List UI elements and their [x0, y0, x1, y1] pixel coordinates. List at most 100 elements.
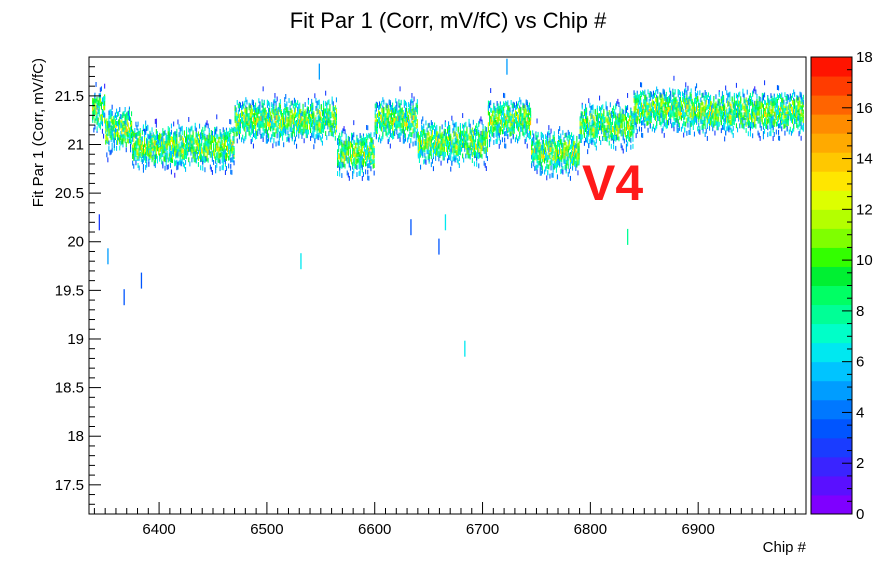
heatmap-cell: [326, 104, 328, 110]
heatmap-cell: [432, 143, 434, 149]
heatmap-cell: [387, 130, 389, 136]
heatmap-cell: [140, 145, 142, 150]
heatmap-cell: [374, 113, 376, 119]
heatmap-cell: [483, 132, 485, 138]
heatmap-cell: [395, 117, 397, 123]
heatmap-cell: [229, 144, 231, 149]
heatmap-cell: [360, 151, 362, 156]
heatmap-cell: [173, 149, 175, 155]
heatmap-cell: [497, 123, 499, 128]
heatmap-cell: [471, 140, 473, 146]
heatmap-cell: [207, 135, 209, 140]
heatmap-cell: [293, 97, 295, 103]
heatmap-cell: [355, 158, 357, 164]
heatmap-cell: [409, 103, 411, 109]
heatmap-cell: [396, 129, 398, 135]
heatmap-cell: [196, 133, 198, 139]
heatmap-cell: [147, 133, 149, 139]
heatmap-cell: [349, 143, 351, 148]
heatmap-cell: [387, 105, 389, 110]
heatmap-cell: [262, 103, 264, 109]
heatmap-cell: [121, 114, 123, 120]
heatmap-cell: [383, 119, 385, 125]
heatmap-cell: [514, 110, 516, 115]
heatmap-cell: [360, 157, 362, 163]
heatmap-cell: [165, 152, 167, 158]
heatmap-cell: [388, 99, 390, 105]
heatmap-cell: [227, 145, 229, 151]
heatmap-cell: [538, 139, 540, 145]
heatmap-cell: [242, 104, 244, 110]
heatmap-cell: [293, 118, 295, 123]
heatmap-cell: [109, 122, 111, 128]
heatmap-cell: [321, 127, 323, 133]
heatmap-cell: [207, 138, 209, 144]
heatmap-cell: [547, 157, 549, 163]
heatmap-cell: [361, 165, 363, 170]
heatmap-cell: [224, 135, 226, 141]
heatmap-cell: [339, 171, 341, 177]
heatmap-cell: [497, 129, 499, 135]
heatmap-cell: [509, 129, 511, 135]
heatmap-cell: [285, 125, 287, 131]
heatmap-cell: [94, 118, 96, 124]
heatmap-cell: [382, 109, 384, 115]
heatmap-cell: [334, 135, 336, 141]
heatmap-cell: [360, 155, 362, 161]
heatmap-cell: [517, 123, 519, 129]
heatmap-cell: [372, 143, 374, 149]
heatmap-cell: [263, 123, 265, 128]
heatmap-cell: [278, 133, 280, 138]
heatmap-cell: [368, 163, 370, 168]
heatmap-cell: [461, 133, 463, 139]
heatmap-cell: [349, 152, 351, 158]
heatmap-cell: [414, 121, 416, 127]
heatmap-cell: [245, 116, 247, 122]
heatmap-cell: [527, 124, 529, 129]
heatmap-cell: [402, 111, 404, 117]
heatmap-cell: [159, 155, 161, 161]
heatmap-cell: [491, 125, 493, 131]
heatmap-cell: [519, 112, 521, 118]
heatmap-cell: [292, 128, 294, 134]
heatmap-cell: [223, 151, 225, 157]
heatmap-cell: [96, 113, 98, 119]
heatmap-cell: [294, 120, 296, 126]
heatmap-cell: [480, 149, 482, 155]
heatmap-cell: [490, 100, 492, 106]
heatmap-cell: [150, 136, 152, 142]
heatmap-cell: [162, 141, 164, 147]
heatmap-cell: [388, 112, 390, 118]
heatmap-cell: [224, 140, 226, 146]
heatmap-cell: [513, 124, 515, 130]
heatmap-cell: [221, 134, 223, 140]
heatmap-cell: [188, 147, 190, 152]
heatmap-cell: [431, 125, 433, 130]
heatmap-cell: [132, 160, 134, 166]
heatmap-cell: [104, 105, 106, 111]
heatmap-cell: [376, 124, 378, 130]
heatmap-cell: [274, 98, 276, 104]
heatmap-cell: [179, 159, 181, 165]
heatmap-cell: [506, 131, 508, 137]
heatmap-cell: [225, 166, 227, 171]
heatmap-cell: [251, 128, 253, 134]
heatmap-cell: [503, 92, 505, 98]
heatmap-cell: [313, 129, 315, 135]
heatmap-cell: [206, 134, 208, 140]
heatmap-cell: [180, 150, 182, 156]
heatmap-cell: [435, 156, 437, 161]
heatmap-cell: [109, 133, 111, 139]
heatmap-cell: [383, 111, 385, 117]
heatmap-cell: [434, 148, 436, 154]
heatmap-cell: [509, 107, 511, 113]
heatmap-cell: [145, 147, 147, 153]
heatmap-cell: [219, 166, 221, 172]
heatmap-cell: [368, 154, 370, 160]
heatmap-cell: [202, 165, 204, 171]
heatmap-cell: [327, 108, 329, 114]
heatmap-cell: [553, 160, 555, 166]
heatmap-cell: [202, 148, 204, 154]
heatmap-cell: [277, 127, 279, 133]
heatmap-cell: [113, 138, 115, 143]
